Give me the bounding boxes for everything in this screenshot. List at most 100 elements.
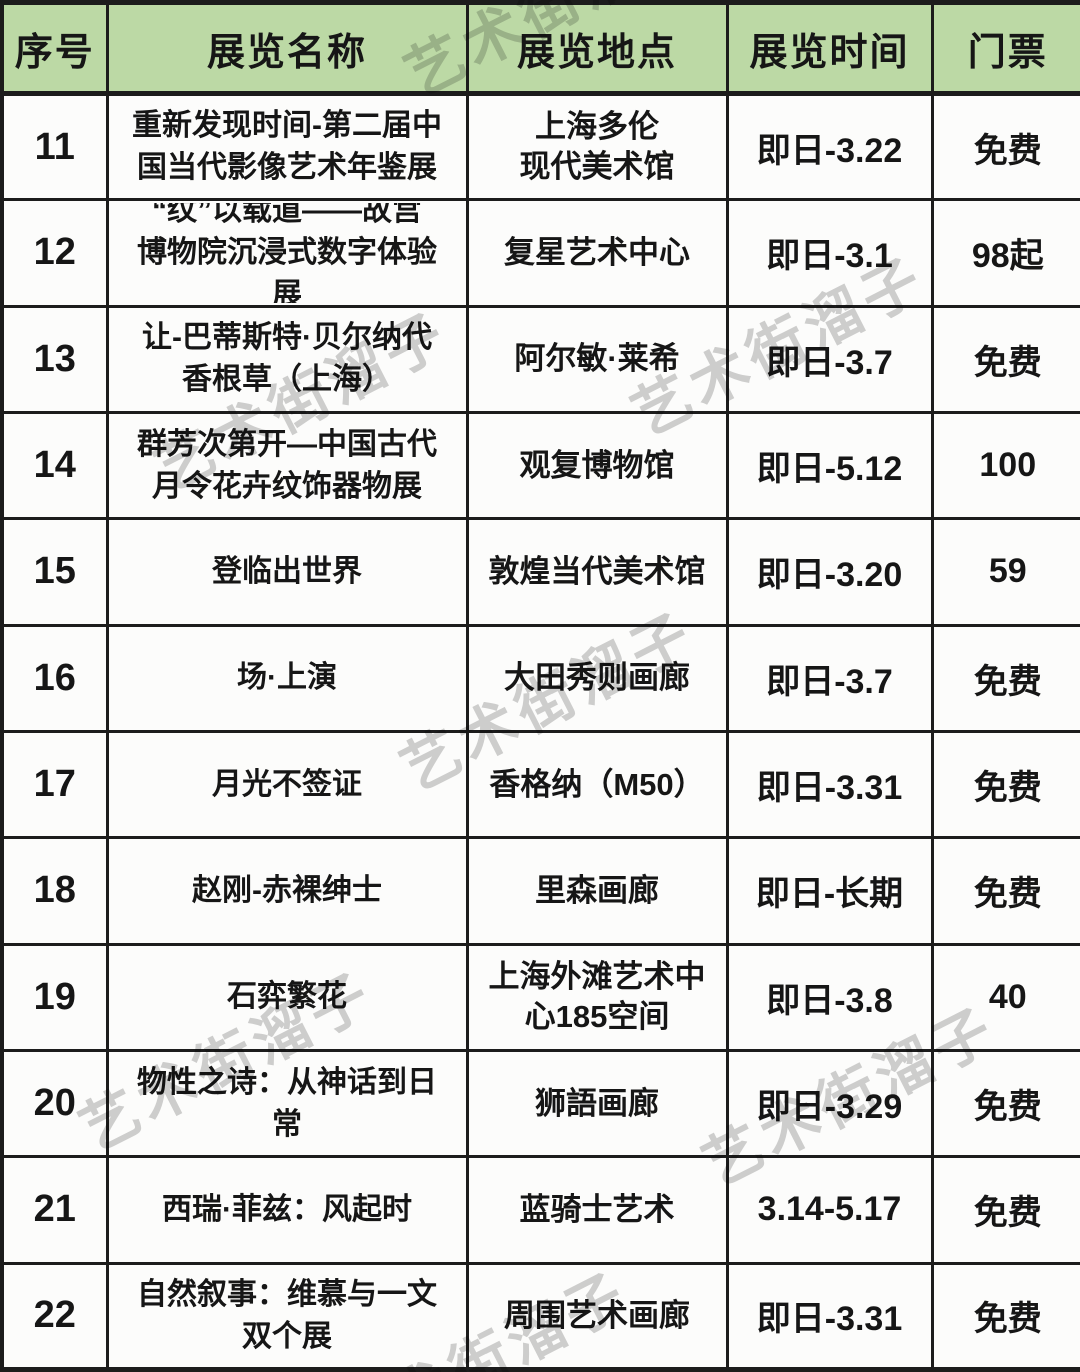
time: 即日-5.12 <box>756 450 903 489</box>
exhibition-name: 石弈繁花 <box>227 980 347 1014</box>
time: 即日-3.29 <box>756 1088 903 1127</box>
exhibition-name-cell: 赵刚-赤裸绅士 <box>105 836 469 946</box>
exhibition-name-cell: 重新发现时间-第二届中 国当代影像艺术年鉴展 <box>105 91 469 202</box>
time-cell: 即日-3.29 <box>725 1048 934 1159</box>
exhibition-name-cell: 西瑞·菲兹：风起时 <box>105 1155 469 1265</box>
row-index: 13 <box>0 304 109 414</box>
venue: 上海多伦 现代美术馆 <box>519 109 675 185</box>
header-col-venue: 展览地点 <box>465 0 729 96</box>
venue-cell: 敦煌当代美术馆 <box>465 517 729 627</box>
venue-cell: 复星艺术中心 <box>465 198 729 308</box>
time-cell: 3.14-5.17 <box>725 1155 934 1265</box>
time: 即日-3.1 <box>766 237 893 276</box>
exhibition-name: 重新发现时间-第二届中 国当代影像艺术年鉴展 <box>132 109 442 185</box>
header-col-index: 序号 <box>0 0 109 96</box>
ticket: 免费 <box>973 131 1042 170</box>
exhibition-name-cell: 自然叙事：维慕与一文 双个展 <box>105 1261 469 1372</box>
table-row: 17 月光不签证 香格纳（M50） 即日-3.31 免费 <box>0 729 1080 840</box>
ticket-cell: 免费 <box>930 91 1080 202</box>
ticket: 免费 <box>973 343 1042 382</box>
venue-cell: 上海多伦 现代美术馆 <box>465 91 729 202</box>
row-index: 17 <box>0 729 109 840</box>
exhibition-name-cell: 石弈繁花 <box>105 942 469 1052</box>
venue: 香格纳（M50） <box>489 766 705 802</box>
row-index-value: 21 <box>33 1188 76 1231</box>
table-row: 21 西瑞·菲兹：风起时 蓝骑士艺术 3.14-5.17 免费 <box>0 1155 1080 1265</box>
time-cell: 即日-3.20 <box>725 517 934 627</box>
row-index-value: 14 <box>33 444 76 487</box>
exhibition-name: 让-巴蒂斯特·贝尔纳代 香根草（上海） <box>142 321 432 397</box>
exhibition-name: “纹”以载道——故宫 博物院沉浸式数字体验 展 <box>137 202 437 303</box>
table-row: 18 赵刚-赤裸绅士 里森画廊 即日-长期 免费 <box>0 836 1080 946</box>
exhibition-name: 登临出世界 <box>212 554 362 588</box>
time-cell: 即日-3.1 <box>725 198 934 308</box>
time-cell: 即日-长期 <box>725 836 934 946</box>
time-cell: 即日-3.7 <box>725 304 934 414</box>
header-row: 序号 展览名称 展览地点 展览时间 门票 <box>0 0 1080 96</box>
ticket-cell: 100 <box>930 410 1080 521</box>
time: 即日-3.31 <box>756 769 903 808</box>
row-index: 20 <box>0 1048 109 1159</box>
venue: 观复博物馆 <box>519 447 675 483</box>
time-cell: 即日-3.22 <box>725 91 934 202</box>
header-col-ticket: 门票 <box>930 0 1080 96</box>
exhibition-name-cell: 群芳次第开—中国古代 月令花卉纹饰器物展 <box>105 410 469 521</box>
venue-cell: 大田秀则画廊 <box>465 623 729 733</box>
row-index-value: 15 <box>33 550 76 593</box>
time-cell: 即日-3.31 <box>725 1261 934 1372</box>
time-cell: 即日-3.7 <box>725 623 934 733</box>
time: 即日-3.20 <box>756 556 903 595</box>
venue-cell: 蓝骑士艺术 <box>465 1155 729 1265</box>
ticket-cell: 免费 <box>930 729 1080 840</box>
ticket-cell: 免费 <box>930 836 1080 946</box>
venue: 里森画廊 <box>535 872 659 908</box>
ticket-cell: 59 <box>930 517 1080 627</box>
time: 3.14-5.17 <box>757 1190 902 1229</box>
time-cell: 即日-5.12 <box>725 410 934 521</box>
time: 即日-3.31 <box>756 1300 903 1339</box>
row-index: 16 <box>0 623 109 733</box>
venue: 周围艺术画廊 <box>504 1297 690 1333</box>
exhibition-name-cell: “纹”以载道——故宫 博物院沉浸式数字体验 展 <box>105 198 469 308</box>
table-row: 11 重新发现时间-第二届中 国当代影像艺术年鉴展 上海多伦 现代美术馆 即日-… <box>0 91 1080 202</box>
ticket: 40 <box>988 977 1027 1016</box>
venue: 敦煌当代美术馆 <box>488 553 706 589</box>
exhibition-name: 物性之诗：从神话到日 常 <box>137 1065 437 1141</box>
venue-cell: 阿尔敏·莱希 <box>465 304 729 414</box>
venue: 狮語画廊 <box>535 1085 659 1121</box>
ticket-cell: 免费 <box>930 1261 1080 1372</box>
exhibition-name: 西瑞·菲兹：风起时 <box>162 1192 412 1226</box>
row-index-value: 20 <box>33 1082 76 1125</box>
row-index-value: 11 <box>34 125 75 168</box>
exhibition-name: 自然叙事：维慕与一文 双个展 <box>137 1277 437 1353</box>
venue: 蓝骑士艺术 <box>519 1191 675 1227</box>
table-row: 22 自然叙事：维慕与一文 双个展 周围艺术画廊 即日-3.31 免费 <box>0 1261 1080 1372</box>
ticket: 免费 <box>973 662 1042 701</box>
table-row: 15 登临出世界 敦煌当代美术馆 即日-3.20 59 <box>0 517 1080 627</box>
table-row: 14 群芳次第开—中国古代 月令花卉纹饰器物展 观复博物馆 即日-5.12 10… <box>0 410 1080 521</box>
table-row: 20 物性之诗：从神话到日 常 狮語画廊 即日-3.29 免费 <box>0 1048 1080 1159</box>
venue: 上海外滩艺术中 心185空间 <box>488 959 706 1035</box>
venue-cell: 上海外滩艺术中 心185空间 <box>465 942 729 1052</box>
row-index-value: 22 <box>33 1294 76 1337</box>
time: 即日-长期 <box>755 875 904 914</box>
row-index: 11 <box>0 91 109 202</box>
ticket-cell: 免费 <box>930 623 1080 733</box>
exhibition-name-cell: 月光不签证 <box>105 729 469 840</box>
row-index-value: 16 <box>33 656 76 699</box>
venue-cell: 观复博物馆 <box>465 410 729 521</box>
table-row: 13 让-巴蒂斯特·贝尔纳代 香根草（上海） 阿尔敏·莱希 即日-3.7 免费 <box>0 304 1080 414</box>
ticket-cell: 98起 <box>930 198 1080 308</box>
time-cell: 即日-3.8 <box>725 942 934 1052</box>
venue-cell: 狮語画廊 <box>465 1048 729 1159</box>
venue: 阿尔敏·莱希 <box>514 341 680 377</box>
header-col-name: 展览名称 <box>105 0 469 96</box>
venue-cell: 香格纳（M50） <box>465 729 729 840</box>
row-index-value: 12 <box>33 231 76 274</box>
exhibition-name-cell: 物性之诗：从神话到日 常 <box>105 1048 469 1159</box>
row-index-value: 13 <box>33 337 76 380</box>
ticket-cell: 40 <box>930 942 1080 1052</box>
ticket: 免费 <box>973 1300 1042 1339</box>
